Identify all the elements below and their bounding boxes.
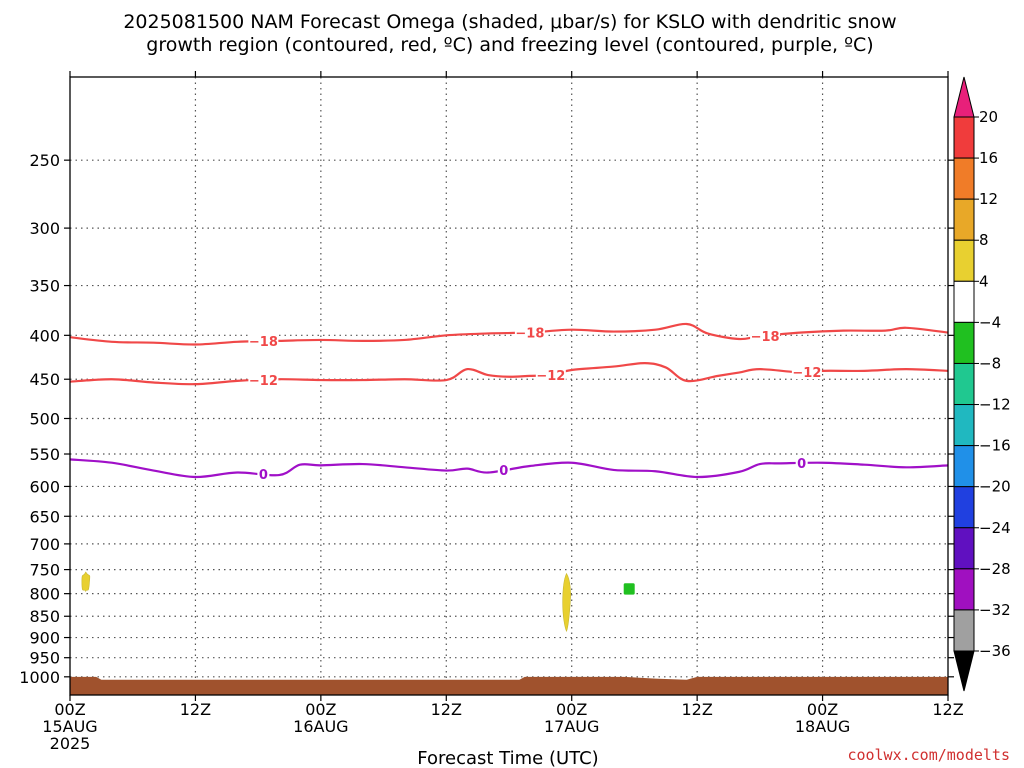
x-tick-label: 12Z [681, 700, 712, 719]
colorbar-bottom-triangle [953, 650, 975, 692]
colorbar-top-triangle [953, 76, 975, 118]
contour-label-background [257, 467, 270, 482]
contour-label: −12 [792, 366, 821, 381]
contour-label: −12 [536, 369, 565, 384]
contour-label: 0 [499, 464, 508, 479]
colorbar-tick-label: 16 [979, 149, 998, 167]
x-axis-label: Forecast Time (UTC) [417, 748, 598, 768]
x-tick-label: 16AUG [293, 717, 348, 736]
colorbar-box [953, 568, 975, 611]
colorbar-box [953, 609, 975, 652]
contour-label-background [535, 368, 566, 383]
pressure-axis: 250 300 350 400 450 500 550 600 650 700 750 800 850 9… [19, 151, 954, 687]
y-tick-label: 500 [29, 409, 60, 428]
colorbar-tick-label: −20 [979, 478, 1011, 496]
colorbar-tick-label: 8 [979, 231, 989, 249]
colorbar-tick-label: −36 [979, 642, 1011, 660]
contour-label: 0 [797, 457, 806, 472]
contour-label-background [248, 372, 279, 387]
y-tick-label: 750 [29, 561, 60, 580]
colorbar-tick-label: −12 [979, 396, 1011, 414]
colorbar-tick-label: 12 [979, 190, 998, 208]
x-tick-label: 00Z [305, 700, 336, 719]
x-tick-label: 2025 [50, 734, 91, 753]
colorbar-box [953, 321, 975, 364]
x-tick-label: 00Z [556, 700, 587, 719]
contour-line [69, 458, 949, 479]
x-tick-label: 00Z [807, 700, 838, 719]
colorbar-box [953, 486, 975, 529]
colorbar-tick-label: −4 [979, 313, 1001, 331]
colorbar-tick-label: 4 [979, 272, 989, 290]
temperature-contours: −18 −18 −18 −12 −12 −12 0 0 0 [69, 322, 949, 483]
y-tick-label: 700 [29, 535, 60, 554]
contour-label: −18 [249, 335, 278, 350]
colorbar-box [953, 239, 975, 282]
y-tick-label: 400 [29, 326, 60, 345]
colorbar-box [953, 404, 975, 447]
colorbar-tick-label: 20 [979, 108, 998, 126]
contour-label-background [514, 325, 545, 340]
colorbar-box [953, 198, 975, 241]
plot-border [69, 76, 949, 696]
credit-text: coolwx.com/modelts [847, 746, 1010, 764]
y-tick-label: 600 [29, 477, 60, 496]
chart-title-line-1: 2025081500 NAM Forecast Omega (shaded, μ… [123, 11, 896, 33]
contour-line [69, 322, 949, 346]
contour-label: −12 [249, 374, 278, 389]
y-tick-label: 300 [29, 219, 60, 238]
colorbar-tick-label: −16 [979, 437, 1011, 455]
y-tick-label: 550 [29, 445, 60, 464]
y-tick-label: 900 [29, 629, 60, 648]
y-tick-label: 450 [29, 370, 60, 389]
x-tick-label: 12Z [932, 700, 963, 719]
colorbar-box [953, 280, 975, 323]
plot-frame [69, 76, 949, 696]
plot-background [70, 77, 948, 695]
x-tick-label: 17AUG [544, 717, 599, 736]
plot-area [70, 77, 948, 695]
x-tick-label: 12Z [180, 700, 211, 719]
colorbar-box [953, 527, 975, 570]
terrain-fill [70, 676, 948, 695]
omega-shaded-region [562, 572, 571, 633]
y-tick-label: 850 [29, 607, 60, 626]
omega-colorbar: 20 16 12 8 4 −4 −8 −12 −16 −20 −24 −28 −32 −36 [953, 76, 1011, 692]
y-tick-label: 950 [29, 649, 60, 668]
contour-label: 0 [259, 468, 268, 483]
chart-title-line-2: growth region (contoured, red, ºC) and f… [146, 34, 873, 56]
contour-label-background [750, 328, 781, 343]
x-tick-label: 00Z [54, 700, 85, 719]
y-tick-label: 650 [29, 507, 60, 526]
x-tick-label: 12Z [431, 700, 462, 719]
x-tick-label: 18AUG [795, 717, 850, 736]
x-tick-label: 15AUG [42, 717, 97, 736]
contour-label-background [497, 463, 510, 478]
colorbar-tick-label: −28 [979, 560, 1011, 578]
omega-shading [81, 571, 635, 633]
y-tick-label: 1000 [19, 668, 60, 687]
y-tick-label: 350 [29, 277, 60, 296]
y-tick-label: 250 [29, 151, 60, 170]
contour-label-background [795, 456, 808, 471]
omega-shaded-region [81, 571, 91, 593]
colorbar-box [953, 362, 975, 406]
contour-label-background [791, 365, 822, 380]
contour-label: −18 [515, 327, 544, 342]
colorbar-tick-label: −8 [979, 354, 1001, 372]
colorbar-box [953, 445, 975, 488]
y-tick-label: 800 [29, 585, 60, 604]
colorbar-tick-label: −32 [979, 601, 1011, 619]
contour-label: −18 [751, 330, 780, 345]
omega-shaded-region [623, 583, 635, 595]
contour-label-background [248, 334, 279, 349]
terrain-below-ground [70, 676, 948, 695]
colorbar-box [953, 116, 975, 159]
colorbar-box [953, 157, 975, 200]
colorbar-tick-label: −24 [979, 519, 1011, 537]
